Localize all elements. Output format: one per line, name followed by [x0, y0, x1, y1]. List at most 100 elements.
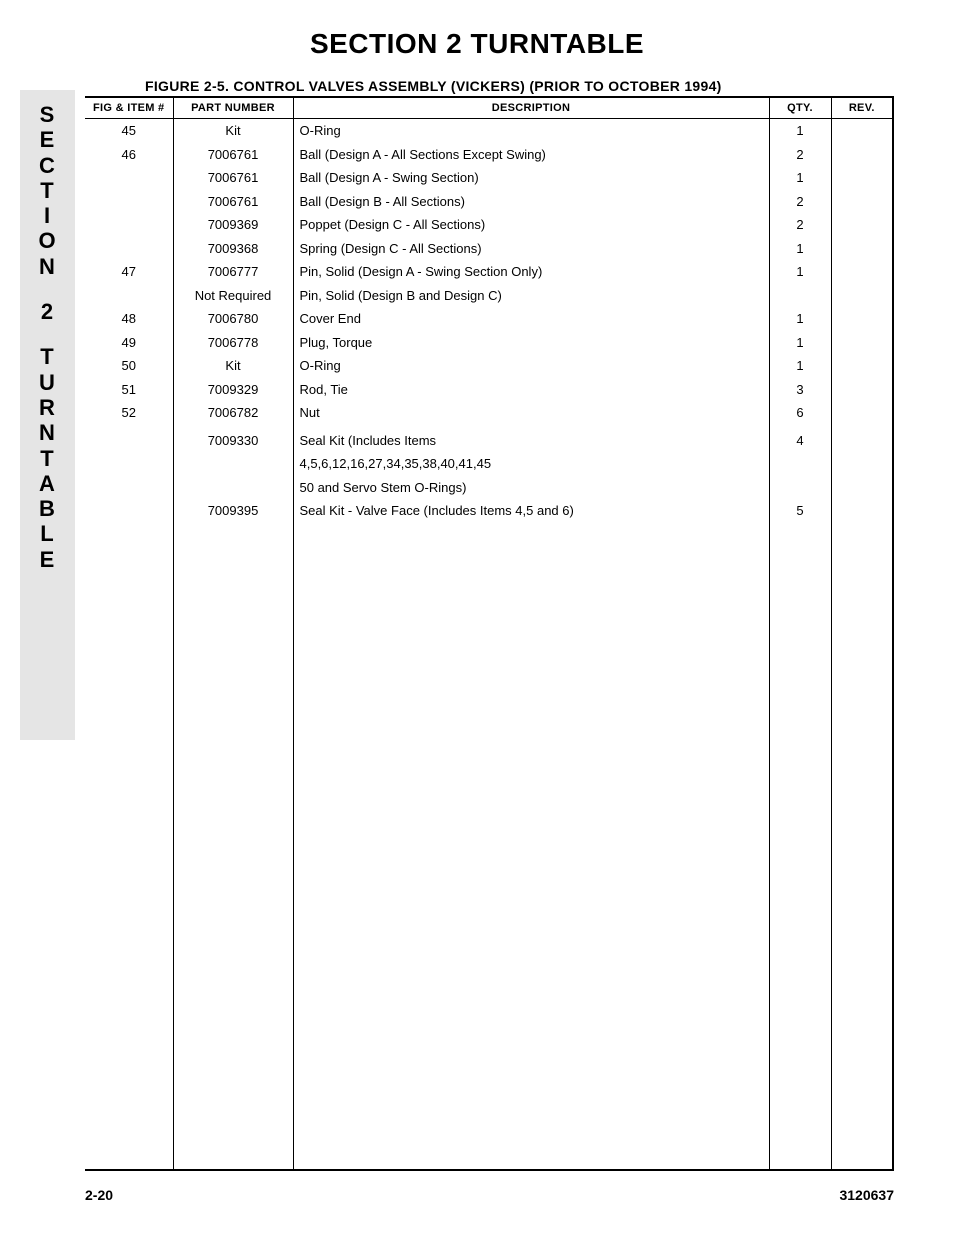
cell-rev [831, 499, 893, 523]
side-tab: S E C T I O N 2 T U R N T A B L E [20, 90, 75, 740]
table-row: 467006761Ball (Design A - All Sections E… [85, 143, 893, 167]
cell-desc: Ball (Design A - All Sections Except Swi… [293, 143, 769, 167]
side-tab-char: R [39, 395, 56, 420]
cell-qty: 1 [769, 307, 831, 331]
cell-fig: 51 [85, 378, 173, 402]
side-tab-char: N [39, 254, 56, 279]
cell-desc: Pin, Solid (Design B and Design C) [293, 284, 769, 308]
col-header-qty: QTY. [769, 97, 831, 119]
cell-qty: 1 [769, 260, 831, 284]
cell-desc: Ball (Design B - All Sections) [293, 190, 769, 214]
side-tab-char: O [38, 228, 56, 253]
table-row: 7006761Ball (Design B - All Sections)2 [85, 190, 893, 214]
cell-part [173, 476, 293, 500]
side-tab-char: S [40, 102, 56, 127]
footer-page-number: 2-20 [85, 1187, 113, 1203]
cell-qty: 2 [769, 190, 831, 214]
cell-qty: 5 [769, 499, 831, 523]
side-tab-char: T [40, 344, 54, 369]
cell-desc: O-Ring [293, 354, 769, 378]
cell-fig: 49 [85, 331, 173, 355]
cell-part: 7009369 [173, 213, 293, 237]
cell-rev [831, 378, 893, 402]
cell-part: 7009329 [173, 378, 293, 402]
cell-part [173, 452, 293, 476]
side-tab-char: E [40, 547, 56, 572]
side-tab-char: I [44, 203, 51, 228]
cell-fig [85, 284, 173, 308]
cell-desc: Seal Kit - Valve Face (Includes Items 4,… [293, 499, 769, 523]
table-row: 497006778Plug, Torque1 [85, 331, 893, 355]
cell-part: 7006782 [173, 401, 293, 425]
cell-part: Not Required [173, 284, 293, 308]
cell-part: 7009330 [173, 429, 293, 453]
table-row: 50 and Servo Stem O-Rings) [85, 476, 893, 500]
col-header-part: PART NUMBER [173, 97, 293, 119]
cell-rev [831, 119, 893, 143]
cell-fig [85, 213, 173, 237]
filler-cell [85, 523, 173, 1165]
cell-rev [831, 284, 893, 308]
side-tab-char: C [39, 153, 56, 178]
cell-rev [831, 190, 893, 214]
cell-qty: 2 [769, 213, 831, 237]
table-row: 4,5,6,12,16,27,34,35,38,40,41,45 [85, 452, 893, 476]
cell-fig [85, 190, 173, 214]
cell-qty: 4 [769, 429, 831, 453]
filler-cell [769, 523, 831, 1165]
content-area: FIGURE 2-5. CONTROL VALVES ASSEMBLY (VIC… [85, 78, 894, 1146]
table-row: 50KitO-Ring1 [85, 354, 893, 378]
cell-fig [85, 499, 173, 523]
cell-rev [831, 307, 893, 331]
side-tab-char: L [40, 521, 54, 546]
table-row: 45KitO-Ring1 [85, 119, 893, 143]
cell-rev [831, 452, 893, 476]
cell-desc: Plug, Torque [293, 331, 769, 355]
cell-qty: 1 [769, 119, 831, 143]
figure-caption: FIGURE 2-5. CONTROL VALVES ASSEMBLY (VIC… [85, 78, 894, 94]
cell-fig [85, 476, 173, 500]
footer-doc-number: 3120637 [839, 1187, 894, 1203]
cell-rev [831, 260, 893, 284]
cell-fig: 47 [85, 260, 173, 284]
table-row: 527006782Nut6 [85, 401, 893, 425]
page-title: SECTION 2 TURNTABLE [0, 0, 954, 78]
col-header-desc: DESCRIPTION [293, 97, 769, 119]
cell-rev [831, 429, 893, 453]
side-tab-char: B [39, 496, 56, 521]
parts-table: FIG & ITEM # PART NUMBER DESCRIPTION QTY… [85, 96, 894, 1171]
cell-part: 7006780 [173, 307, 293, 331]
cell-qty [769, 284, 831, 308]
table-row: 487006780Cover End1 [85, 307, 893, 331]
filler-cell [173, 523, 293, 1165]
table-row: 477006777Pin, Solid (Design A - Swing Se… [85, 260, 893, 284]
cell-rev [831, 213, 893, 237]
table-row: 7009369Poppet (Design C - All Sections)2 [85, 213, 893, 237]
cell-fig [85, 166, 173, 190]
table-row: 7009395Seal Kit - Valve Face (Includes I… [85, 499, 893, 523]
cell-desc: Nut [293, 401, 769, 425]
table-row: 7006761Ball (Design A - Swing Section)1 [85, 166, 893, 190]
table-bottom-border [85, 1165, 893, 1170]
col-header-fig: FIG & ITEM # [85, 97, 173, 119]
side-tab-char: A [39, 471, 56, 496]
table-filler-row [85, 523, 893, 1165]
cell-rev [831, 143, 893, 167]
cell-rev [831, 331, 893, 355]
cell-qty: 1 [769, 166, 831, 190]
cell-qty: 1 [769, 237, 831, 261]
cell-qty: 1 [769, 354, 831, 378]
side-tab-char: T [40, 446, 54, 471]
cell-desc: Ball (Design A - Swing Section) [293, 166, 769, 190]
cell-fig: 45 [85, 119, 173, 143]
cell-qty [769, 476, 831, 500]
cell-part: 7006777 [173, 260, 293, 284]
cell-part: Kit [173, 354, 293, 378]
cell-rev [831, 354, 893, 378]
cell-fig: 48 [85, 307, 173, 331]
cell-qty [769, 452, 831, 476]
filler-cell [831, 523, 893, 1165]
page-footer: 2-20 3120637 [85, 1187, 894, 1203]
cell-desc: 50 and Servo Stem O-Rings) [293, 476, 769, 500]
cell-part: 7006778 [173, 331, 293, 355]
